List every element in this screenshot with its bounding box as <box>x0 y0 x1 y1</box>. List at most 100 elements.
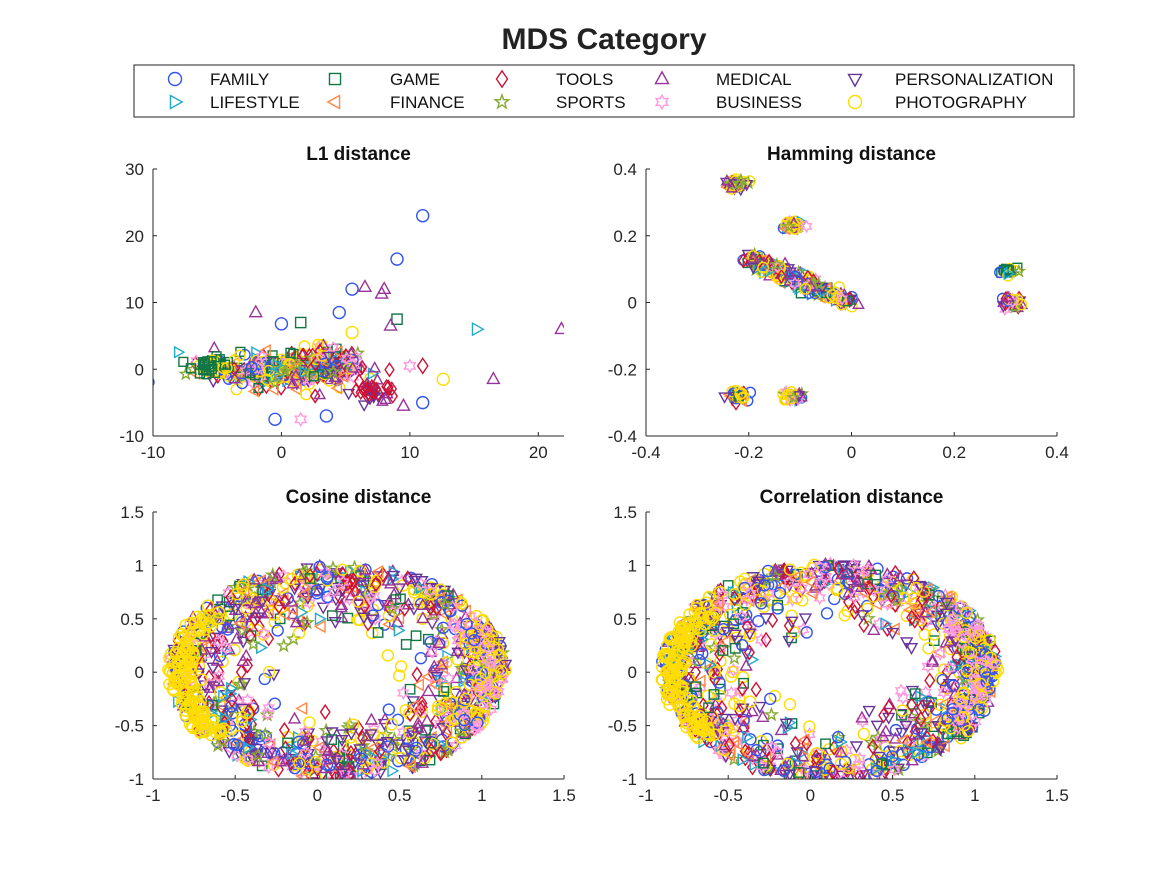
data-point-sports <box>763 706 780 722</box>
data-point-sports <box>318 722 334 738</box>
data-point-family <box>936 673 950 687</box>
data-point-photography <box>407 586 421 599</box>
data-point-sports <box>276 637 292 653</box>
data-point-medical <box>248 304 263 318</box>
data-point-photography <box>857 727 871 741</box>
data-point-photography <box>783 563 797 576</box>
data-point-medical <box>432 635 446 649</box>
data-point-business <box>900 591 914 606</box>
data-point-tools <box>810 749 822 766</box>
data-point-family <box>458 718 471 732</box>
data-point-tools <box>342 575 354 592</box>
data-point-photography <box>394 751 408 765</box>
data-point-game <box>285 347 296 358</box>
data-point-business <box>980 654 993 669</box>
data-point-medical <box>1001 290 1015 302</box>
data-point-medical <box>450 643 464 656</box>
data-point-business <box>946 611 960 626</box>
data-point-business <box>755 759 768 774</box>
data-point-game <box>870 569 882 581</box>
data-point-game <box>737 607 749 618</box>
data-point-sports <box>234 622 251 638</box>
data-point-medical <box>925 654 940 667</box>
data-point-medical <box>458 610 473 623</box>
data-point-tools <box>867 738 879 755</box>
data-point-business <box>795 580 809 596</box>
data-point-business <box>848 589 861 605</box>
data-point-medical <box>228 371 242 384</box>
data-point-personalization <box>891 763 905 776</box>
x-tick-label: -0.5 <box>221 786 250 805</box>
data-point-photography <box>838 609 851 622</box>
data-point-personalization <box>418 736 432 749</box>
data-point-medical <box>334 597 349 610</box>
data-point-tools <box>322 769 334 779</box>
data-point-medical <box>313 387 327 400</box>
data-point-personalization <box>342 388 356 401</box>
data-point-tools <box>399 600 411 617</box>
data-point-family <box>831 730 845 744</box>
data-point-business <box>937 685 950 700</box>
data-point-photography <box>191 610 204 623</box>
data-point-personalization <box>930 620 945 633</box>
data-point-personalization <box>798 613 813 626</box>
data-point-personalization <box>899 579 914 592</box>
data-point-finance <box>295 701 308 716</box>
data-point-business <box>953 599 967 614</box>
data-point-tools <box>885 587 897 604</box>
data-point-game <box>372 627 384 638</box>
data-point-photography <box>736 392 749 404</box>
data-point-family <box>744 733 757 746</box>
data-point-medical <box>358 562 372 575</box>
data-point-photography <box>687 622 701 636</box>
data-point-family <box>416 209 430 223</box>
data-point-medical <box>846 771 855 779</box>
data-point-photography <box>212 606 226 619</box>
x-tick-label: 0.4 <box>1045 443 1069 462</box>
data-point-medical <box>396 397 411 411</box>
data-point-personalization <box>364 729 378 742</box>
data-point-sports <box>277 363 293 378</box>
data-point-sports <box>889 592 905 608</box>
data-point-personalization <box>313 583 328 596</box>
data-point-photography <box>309 770 322 779</box>
data-point-medical <box>311 583 326 596</box>
x-tick-label: 1 <box>970 786 979 805</box>
data-point-photography <box>958 719 971 732</box>
data-point-tools <box>314 343 326 359</box>
data-point-lifestyle <box>764 264 777 278</box>
data-point-family <box>414 652 428 665</box>
legend-marker-sports <box>493 92 511 110</box>
data-point-photography <box>240 602 253 615</box>
data-point-family <box>771 739 784 752</box>
data-point-medical <box>850 579 865 592</box>
data-point-photography <box>163 652 176 665</box>
data-point-family <box>153 377 155 387</box>
data-point-personalization <box>856 770 870 779</box>
data-point-family <box>468 633 481 647</box>
data-point-tools <box>353 720 365 737</box>
data-point-medical <box>888 731 903 744</box>
data-point-personalization <box>899 720 913 733</box>
data-point-medical <box>720 173 734 186</box>
data-point-personalization <box>918 700 932 713</box>
data-point-photography <box>918 628 931 641</box>
data-point-business <box>487 686 501 702</box>
data-point-family <box>820 607 834 620</box>
data-point-family <box>471 716 484 729</box>
scatter-points <box>655 556 1005 779</box>
data-point-family <box>292 735 305 749</box>
data-point-business <box>955 696 968 711</box>
data-point-family <box>321 590 334 604</box>
data-point-tools <box>858 617 870 634</box>
data-point-tools <box>714 645 726 663</box>
data-point-medical <box>378 712 392 725</box>
data-point-family <box>771 602 784 615</box>
data-point-medical <box>852 297 865 310</box>
data-point-personalization <box>790 747 804 760</box>
data-point-medical <box>334 600 348 613</box>
data-point-family <box>978 665 992 679</box>
data-point-lifestyle <box>218 689 231 704</box>
data-point-game <box>728 618 740 630</box>
